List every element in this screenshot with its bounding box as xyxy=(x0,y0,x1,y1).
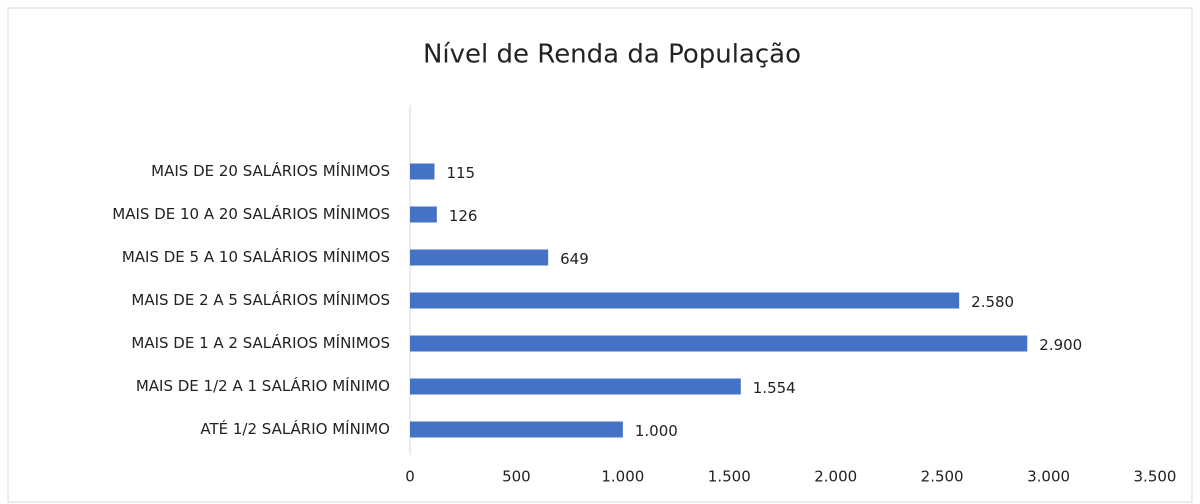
bar xyxy=(410,163,435,180)
y-tick-label: MAIS DE 10 A 20 SALÁRIOS MÍNIMOS xyxy=(112,204,390,223)
data-label: 1.000 xyxy=(635,422,678,440)
chart-border xyxy=(7,7,1193,503)
x-tick-label: 500 xyxy=(502,468,531,486)
y-tick-label: MAIS DE 2 A 5 SALÁRIOS MÍNIMOS xyxy=(131,290,390,309)
data-label: 2.580 xyxy=(971,293,1014,311)
bar xyxy=(410,292,960,309)
x-tick-label: 3.500 xyxy=(1134,468,1177,486)
data-label: 1.554 xyxy=(753,379,796,397)
x-tick-label: 2.500 xyxy=(921,468,964,486)
data-label: 2.900 xyxy=(1039,336,1082,354)
x-tick-label: 1.000 xyxy=(601,468,644,486)
y-tick-label: MAIS DE 1/2 A 1 SALÁRIO MÍNIMO xyxy=(136,376,390,395)
data-label: 115 xyxy=(446,164,475,182)
y-tick-label: MAIS DE 1 A 2 SALÁRIOS MÍNIMOS xyxy=(131,333,390,352)
bar xyxy=(410,335,1028,352)
x-tick-label: 3.000 xyxy=(1027,468,1070,486)
x-tick-label: 0 xyxy=(405,468,415,486)
chart-title: Nível de Renda da População xyxy=(423,40,801,70)
y-tick-label: MAIS DE 20 SALÁRIOS MÍNIMOS xyxy=(151,161,390,180)
data-label: 126 xyxy=(449,207,478,225)
data-label: 649 xyxy=(560,250,589,268)
x-tick-label: 2.000 xyxy=(814,468,857,486)
bar xyxy=(410,421,623,438)
x-tick-label: 1.500 xyxy=(708,468,751,486)
bar xyxy=(410,378,741,395)
y-tick-label: MAIS DE 5 A 10 SALÁRIOS MÍNIMOS xyxy=(122,247,390,266)
y-tick-label: ATÉ 1/2 SALÁRIO MÍNIMO xyxy=(200,419,390,438)
bar xyxy=(410,206,437,223)
bar xyxy=(410,249,549,266)
